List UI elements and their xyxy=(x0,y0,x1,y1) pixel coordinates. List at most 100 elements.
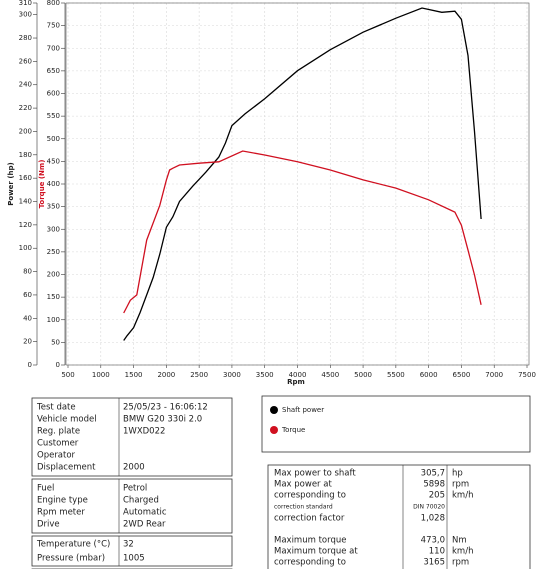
y2-tick-label: 800 xyxy=(47,0,60,7)
y-tick-label: 300 xyxy=(19,11,32,19)
y-tick-label: 280 xyxy=(19,34,32,42)
result-value: 1,028 xyxy=(421,514,445,524)
y-tick-label: 140 xyxy=(19,198,32,206)
x-tick-label: 2500 xyxy=(190,371,208,379)
info-group xyxy=(31,478,233,534)
info-value: 2000 xyxy=(123,463,145,473)
y-tick-label: 0 xyxy=(28,361,32,369)
y2-tick-label: 750 xyxy=(47,22,60,30)
y2-tick-label: 0 xyxy=(56,361,60,369)
y2-tick-label: 50 xyxy=(51,338,60,346)
y-tick-label: 160 xyxy=(19,174,32,182)
legend-marker xyxy=(270,426,278,434)
x-tick-label: 6000 xyxy=(420,371,438,379)
y2-tick-label: 550 xyxy=(47,112,60,120)
y2-tick-label: 300 xyxy=(47,225,60,233)
result-unit: km/h xyxy=(452,547,473,557)
info-label: Displacement xyxy=(37,463,96,473)
y-tick-label: 80 xyxy=(23,268,32,276)
y-tick-label: 20 xyxy=(23,338,32,346)
x-tick-label: 5500 xyxy=(387,371,405,379)
info-table: Test date 25/05/23 - 16:06:12 Vehicle mode… xyxy=(31,397,233,569)
info-value: 32 xyxy=(123,540,134,550)
x-tick-label: 7500 xyxy=(518,371,536,379)
y2-tick-label: 400 xyxy=(47,180,60,188)
x-tick-label: 3000 xyxy=(223,371,241,379)
info-label: Rpm meter xyxy=(37,508,85,518)
info-group xyxy=(31,535,233,567)
x-tick-label: 2000 xyxy=(157,371,175,379)
info-value: Charged xyxy=(123,496,159,506)
result-value: 473,0 xyxy=(421,536,445,546)
result-label: Max power to shaft xyxy=(274,469,356,479)
info-label: Vehicle model xyxy=(37,415,97,425)
info-label: Test date xyxy=(36,403,76,413)
result-unit: km/h xyxy=(452,491,473,501)
y2-tick-label: 450 xyxy=(47,157,60,165)
legend-box xyxy=(261,395,531,453)
info-label: Drive xyxy=(37,520,60,530)
y-tick-label: 120 xyxy=(19,221,32,229)
info-label: Operator xyxy=(37,451,76,461)
result-value: DIN 70020 xyxy=(413,504,445,511)
x-tick-label: 5000 xyxy=(354,371,372,379)
y-tick-label: 260 xyxy=(19,57,32,65)
result-label: corresponding to xyxy=(274,491,346,501)
y-axis-title: Power (hp) xyxy=(7,162,15,205)
result-value: 5898 xyxy=(423,480,445,490)
info-label: Engine type xyxy=(37,496,88,506)
y2-tick-label: 600 xyxy=(47,90,60,98)
result-unit: Nm xyxy=(452,536,467,546)
y2-tick-label: 650 xyxy=(47,67,60,75)
result-value: 3165 xyxy=(423,558,445,568)
info-value: Petrol xyxy=(123,484,147,494)
x-tick-label: 1000 xyxy=(92,371,110,379)
legend-label: Torque xyxy=(281,426,305,434)
results-box xyxy=(267,464,531,569)
y2-tick-label: 100 xyxy=(47,316,60,324)
result-unit: rpm xyxy=(452,558,469,568)
y-tick-label: 60 xyxy=(23,291,32,299)
y-tick-label: 200 xyxy=(19,127,32,135)
info-value: BMW G20 330i 2.0 xyxy=(123,415,202,425)
result-label: correction factor xyxy=(274,514,345,524)
y2-tick-label: 150 xyxy=(47,293,60,301)
x-tick-label: 4500 xyxy=(321,371,339,379)
y2-tick-label: 700 xyxy=(47,44,60,52)
info-value: 25/05/23 - 16:06:12 xyxy=(123,403,208,413)
result-label: Maximum torque xyxy=(274,536,346,546)
result-label: correction standard xyxy=(274,504,333,511)
result-unit: hp xyxy=(452,469,463,479)
x-tick-label: 500 xyxy=(61,371,74,379)
info-label: Fuel xyxy=(37,484,54,494)
info-value: 2WD Rear xyxy=(123,520,166,530)
info-label: Temperature (°C) xyxy=(36,540,110,550)
plot-frame xyxy=(65,2,530,366)
x-tick-label: 3500 xyxy=(256,371,274,379)
y2-axis-title: Torque (Nm) xyxy=(38,160,46,209)
result-value: 205 xyxy=(429,491,445,501)
y2-tick-label: 350 xyxy=(47,203,60,211)
result-unit: rpm xyxy=(452,480,469,490)
x-tick-label: 7000 xyxy=(485,371,503,379)
result-value: 305,7 xyxy=(421,469,445,479)
x-tick-label: 1500 xyxy=(125,371,143,379)
x-axis-title: Rpm xyxy=(287,378,305,386)
y-tick-label: 40 xyxy=(23,314,32,322)
series-line xyxy=(123,7,482,341)
result-value: 110 xyxy=(429,547,445,557)
y-tick-label: 180 xyxy=(19,151,32,159)
info-label: Customer xyxy=(37,439,79,449)
y2-tick-label: 250 xyxy=(47,248,60,256)
legend-marker xyxy=(270,406,278,414)
result-label: Max power at xyxy=(274,480,332,490)
info-group xyxy=(31,397,233,477)
y-tick-label: 240 xyxy=(19,81,32,89)
info-value: 1005 xyxy=(123,554,145,564)
info-value: Automatic xyxy=(123,508,167,518)
y-tick-label: 100 xyxy=(19,244,32,252)
result-label: Maximum torque at xyxy=(274,547,358,557)
info-value: 1WXD022 xyxy=(123,427,165,437)
y-tick-label: 310 xyxy=(19,0,32,7)
